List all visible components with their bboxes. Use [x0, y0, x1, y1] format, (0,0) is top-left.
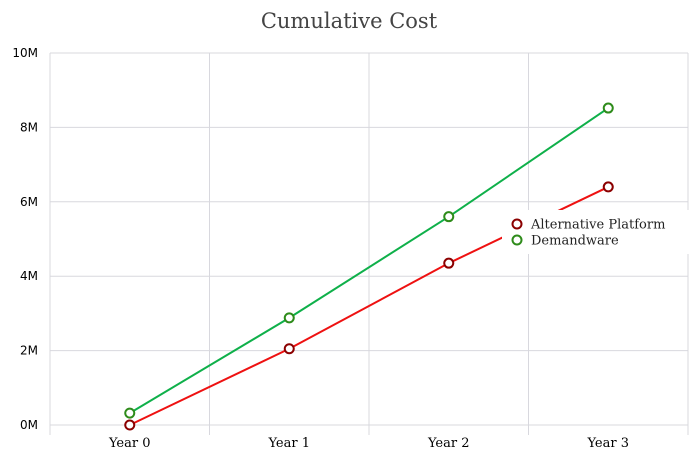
data-point[interactable] [283, 312, 295, 324]
x-tick-label: Year 3 [586, 436, 629, 451]
y-tick-label: 4M [20, 269, 38, 283]
legend-marker [511, 234, 523, 246]
x-tick-label: Year 2 [427, 436, 470, 451]
legend-marker [511, 218, 523, 230]
legend-background [502, 210, 690, 254]
y-tick-label: 6M [20, 195, 38, 209]
data-point[interactable] [602, 102, 614, 114]
x-tick-label: Year 1 [267, 436, 310, 451]
data-point[interactable] [443, 211, 455, 223]
chart-title: Cumulative Cost [261, 9, 438, 33]
y-tick-label: 2M [20, 344, 38, 358]
grid [49, 52, 689, 435]
series-line-1 [129, 107, 609, 414]
x-tick-label: Year 0 [108, 436, 151, 451]
data-point[interactable] [443, 257, 455, 269]
y-tick-label: 8M [20, 120, 38, 134]
data-point[interactable] [602, 181, 614, 193]
legend-label[interactable]: Demandware [531, 234, 619, 249]
data-point[interactable] [124, 419, 136, 431]
legend-label[interactable]: Alternative Platform [530, 218, 665, 233]
y-tick-label: 0M [20, 418, 38, 432]
data-point[interactable] [124, 407, 136, 419]
data-point[interactable] [283, 343, 295, 355]
markers-layer [124, 102, 614, 431]
axes: 0M 2M 4M 6M 8M 10M Year 0 Year 1 Year 2 Year 3 [12, 46, 629, 451]
y-tick-label: 10M [12, 46, 38, 60]
